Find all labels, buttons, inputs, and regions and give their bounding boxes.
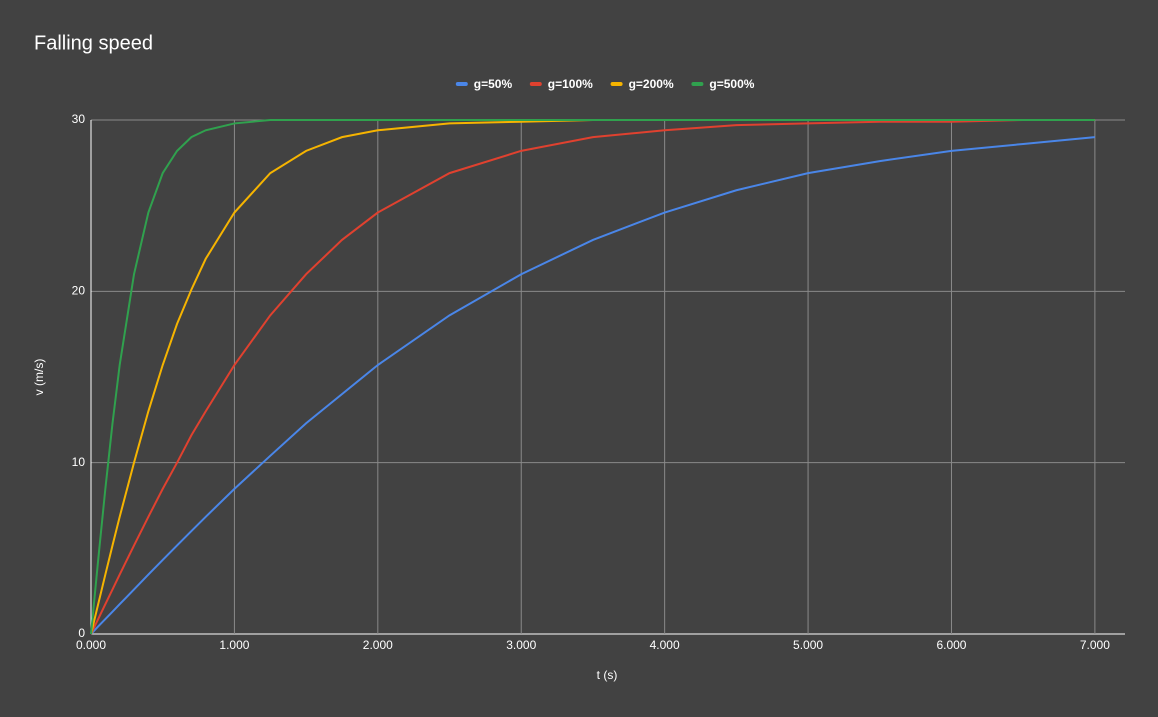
legend-label: g=500% [709, 77, 754, 91]
legend-label: g=50% [474, 77, 513, 91]
line-series [90, 136, 1095, 635]
legend-swatch [455, 82, 468, 86]
y-axis-label: v (m/s) [32, 359, 46, 396]
x-tick-label: 1.000 [219, 638, 249, 652]
legend-swatch [691, 82, 704, 86]
line-series [90, 119, 1095, 635]
line-series [90, 119, 1095, 635]
y-tick-label: 10 [72, 455, 86, 469]
legend-label: g=200% [629, 77, 674, 91]
x-tick-label: 0.000 [76, 638, 106, 652]
x-tick-label: 5.000 [793, 638, 823, 652]
y-tick-label: 30 [72, 112, 86, 126]
x-tick-label: 3.000 [506, 638, 536, 652]
y-tick-label: 0 [78, 626, 85, 640]
x-tick-label: 6.000 [936, 638, 966, 652]
legend-swatch [529, 82, 542, 86]
line-series [90, 119, 1095, 635]
x-tick-label: 4.000 [650, 638, 680, 652]
x-tick-label: 7.000 [1080, 638, 1110, 652]
legend-label: g=100% [548, 77, 593, 91]
x-axis-label: t (s) [597, 668, 618, 682]
y-tick-label: 20 [72, 284, 86, 298]
legend-swatch [610, 82, 623, 86]
chart-title: Falling speed [34, 32, 153, 54]
x-tick-label: 2.000 [363, 638, 393, 652]
